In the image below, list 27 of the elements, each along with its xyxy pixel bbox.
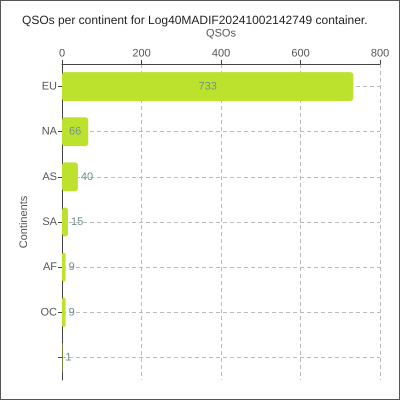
y-tick-label: OC <box>40 306 58 318</box>
data-label: 40 <box>80 170 94 183</box>
data-label: 66 <box>68 126 82 138</box>
y-tick-label: NA <box>42 126 58 138</box>
y-axis-title: Continents <box>18 195 30 248</box>
y-tick-label: SA <box>42 216 58 228</box>
x-tick-label: 0 <box>58 48 66 60</box>
bar <box>62 117 88 146</box>
data-label: 15 <box>70 216 84 228</box>
x-tick-label: 600 <box>291 48 310 60</box>
y-tick-label: AF <box>42 261 58 274</box>
data-label: 9 <box>68 261 75 274</box>
bar <box>62 72 354 102</box>
bar <box>62 208 68 236</box>
y-tick-label: AS <box>42 170 57 183</box>
data-label: 1 <box>65 351 72 364</box>
x-tick-label: 200 <box>132 48 151 60</box>
bar <box>62 162 78 192</box>
chart-title: QSOs per continent for Log40MADIF20241002142749 container. <box>22 13 368 27</box>
x-tick-label: 800 <box>370 48 390 60</box>
data-label: 9 <box>68 306 75 318</box>
x-tick-label: 400 <box>212 48 230 60</box>
bar <box>62 252 66 282</box>
bar <box>62 298 66 327</box>
y-tick-label: EU <box>42 80 58 93</box>
x-axis-title: QSOs <box>206 28 236 40</box>
data-label: 733 <box>198 80 217 93</box>
